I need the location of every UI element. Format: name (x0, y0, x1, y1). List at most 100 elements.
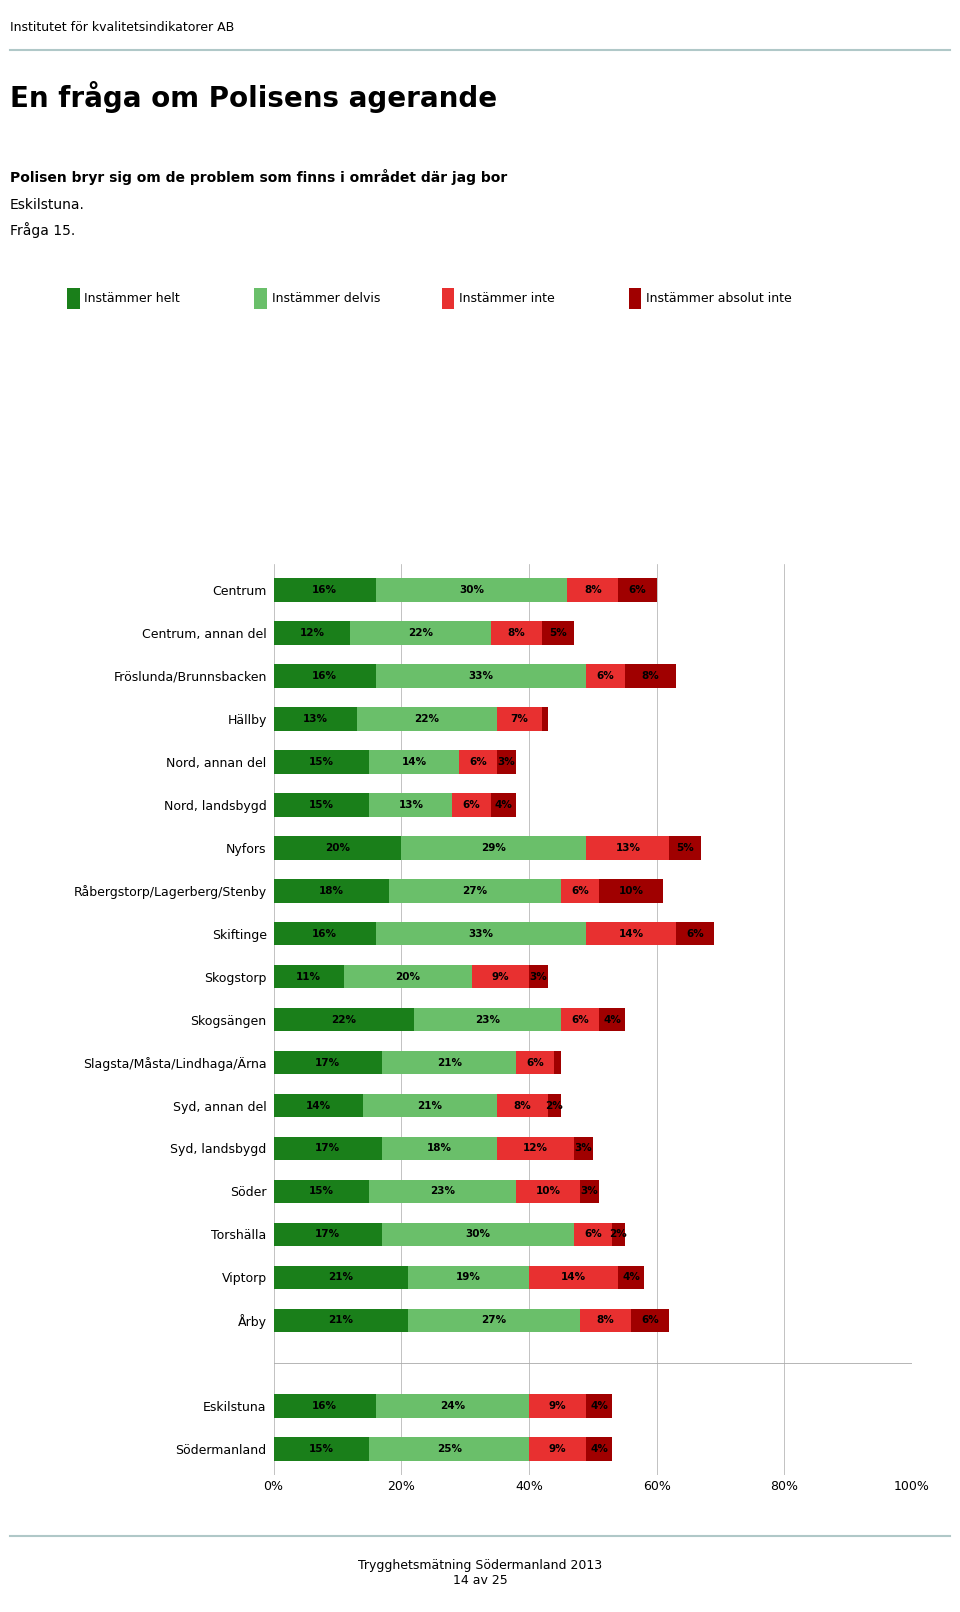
Bar (529, 966, 548, 988)
Bar (541, 708, 548, 730)
Text: 12%: 12% (523, 1143, 548, 1154)
Text: 3%: 3% (497, 756, 516, 767)
Bar (587, 1394, 612, 1419)
Text: 15%: 15% (309, 1444, 334, 1454)
Bar (274, 1051, 382, 1074)
Text: 21%: 21% (328, 1272, 353, 1283)
Text: 25%: 25% (437, 1444, 462, 1454)
Text: 20%: 20% (396, 972, 420, 982)
Text: Institutet för kvalitetsindikatorer AB: Institutet för kvalitetsindikatorer AB (10, 21, 234, 34)
Bar (631, 1309, 669, 1332)
Text: 3%: 3% (574, 1143, 592, 1154)
Bar (567, 579, 618, 601)
Text: 23%: 23% (475, 1014, 500, 1025)
Bar (676, 922, 714, 946)
Text: 2%: 2% (610, 1230, 627, 1240)
Bar (370, 793, 452, 817)
Text: 10%: 10% (618, 885, 643, 896)
Text: 4%: 4% (494, 800, 513, 809)
Bar (561, 1008, 599, 1032)
Bar (375, 1394, 529, 1419)
Bar (574, 1136, 593, 1161)
Text: 8%: 8% (507, 629, 525, 638)
Bar (274, 750, 370, 774)
Text: 13%: 13% (302, 714, 327, 724)
Bar (274, 1438, 370, 1460)
Bar (612, 1222, 625, 1246)
Text: 12%: 12% (300, 629, 324, 638)
Text: 18%: 18% (319, 885, 344, 896)
Bar (599, 1008, 625, 1032)
Bar (497, 1093, 548, 1117)
Bar (587, 922, 676, 946)
Text: 21%: 21% (437, 1057, 462, 1067)
Bar (561, 879, 599, 903)
Bar (274, 1265, 408, 1290)
Bar (587, 837, 669, 859)
Text: Instämmer helt: Instämmer helt (84, 292, 180, 305)
Text: 27%: 27% (481, 1315, 507, 1325)
Bar (274, 922, 375, 946)
Text: 18%: 18% (427, 1143, 452, 1154)
Bar (574, 1222, 612, 1246)
Bar (375, 664, 587, 688)
Text: 29%: 29% (481, 843, 506, 853)
Bar (529, 1438, 587, 1460)
Text: 5%: 5% (549, 629, 566, 638)
Text: 14%: 14% (618, 929, 643, 938)
Text: 9%: 9% (492, 972, 509, 982)
Bar (274, 1309, 408, 1332)
Bar (356, 708, 497, 730)
Bar (471, 966, 529, 988)
Bar (370, 1180, 516, 1203)
Text: 19%: 19% (456, 1272, 481, 1283)
Text: 33%: 33% (468, 671, 493, 680)
Text: 6%: 6% (571, 885, 588, 896)
Bar (408, 1309, 580, 1332)
Text: Instämmer absolut inte: Instämmer absolut inte (646, 292, 792, 305)
Text: Polisen bryr sig om de problem som finns i området där jag bor: Polisen bryr sig om de problem som finns… (10, 169, 507, 185)
Text: 3%: 3% (530, 972, 547, 982)
Bar (408, 1265, 529, 1290)
Bar (274, 966, 344, 988)
Text: 16%: 16% (312, 671, 337, 680)
Text: 15%: 15% (309, 1186, 334, 1196)
Bar (274, 793, 370, 817)
Bar (497, 1136, 574, 1161)
Bar (382, 1222, 574, 1246)
Bar (587, 1438, 612, 1460)
Text: 13%: 13% (615, 843, 640, 853)
Bar (274, 579, 375, 601)
Bar (599, 879, 663, 903)
Bar (401, 837, 587, 859)
Text: 4%: 4% (603, 1014, 621, 1025)
Bar (274, 1136, 382, 1161)
Text: 17%: 17% (315, 1230, 341, 1240)
Bar (363, 1093, 497, 1117)
Text: 5%: 5% (677, 843, 694, 853)
Text: En fråga om Polisens agerande: En fråga om Polisens agerande (10, 81, 496, 113)
Bar (375, 579, 567, 601)
Text: 16%: 16% (312, 585, 337, 595)
Bar (580, 1309, 631, 1332)
Text: 17%: 17% (315, 1143, 341, 1154)
Bar (491, 793, 516, 817)
Bar (669, 837, 702, 859)
Bar (491, 621, 541, 645)
Bar (274, 1180, 370, 1203)
Text: 33%: 33% (468, 929, 493, 938)
Text: Instämmer delvis: Instämmer delvis (272, 292, 380, 305)
Text: 6%: 6% (629, 585, 646, 595)
Text: 8%: 8% (514, 1101, 532, 1111)
Bar (274, 664, 375, 688)
Text: Instämmer inte: Instämmer inte (459, 292, 555, 305)
Text: 17%: 17% (315, 1057, 341, 1067)
Text: 23%: 23% (430, 1186, 455, 1196)
Bar (529, 1265, 618, 1290)
Text: 6%: 6% (686, 929, 704, 938)
Text: 6%: 6% (584, 1230, 602, 1240)
Text: 6%: 6% (641, 1315, 660, 1325)
Bar (618, 579, 657, 601)
Bar (344, 966, 471, 988)
Bar (555, 1051, 561, 1074)
